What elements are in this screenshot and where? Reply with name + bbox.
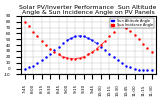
- Legend: Sun Altitude Angle, Sun Incidence Angle: Sun Altitude Angle, Sun Incidence Angle: [110, 18, 154, 28]
- Title: Solar PV/Inverter Performance  Sun Altitude Angle & Sun Incidence Angle on PV Pa: Solar PV/Inverter Performance Sun Altitu…: [20, 4, 157, 15]
